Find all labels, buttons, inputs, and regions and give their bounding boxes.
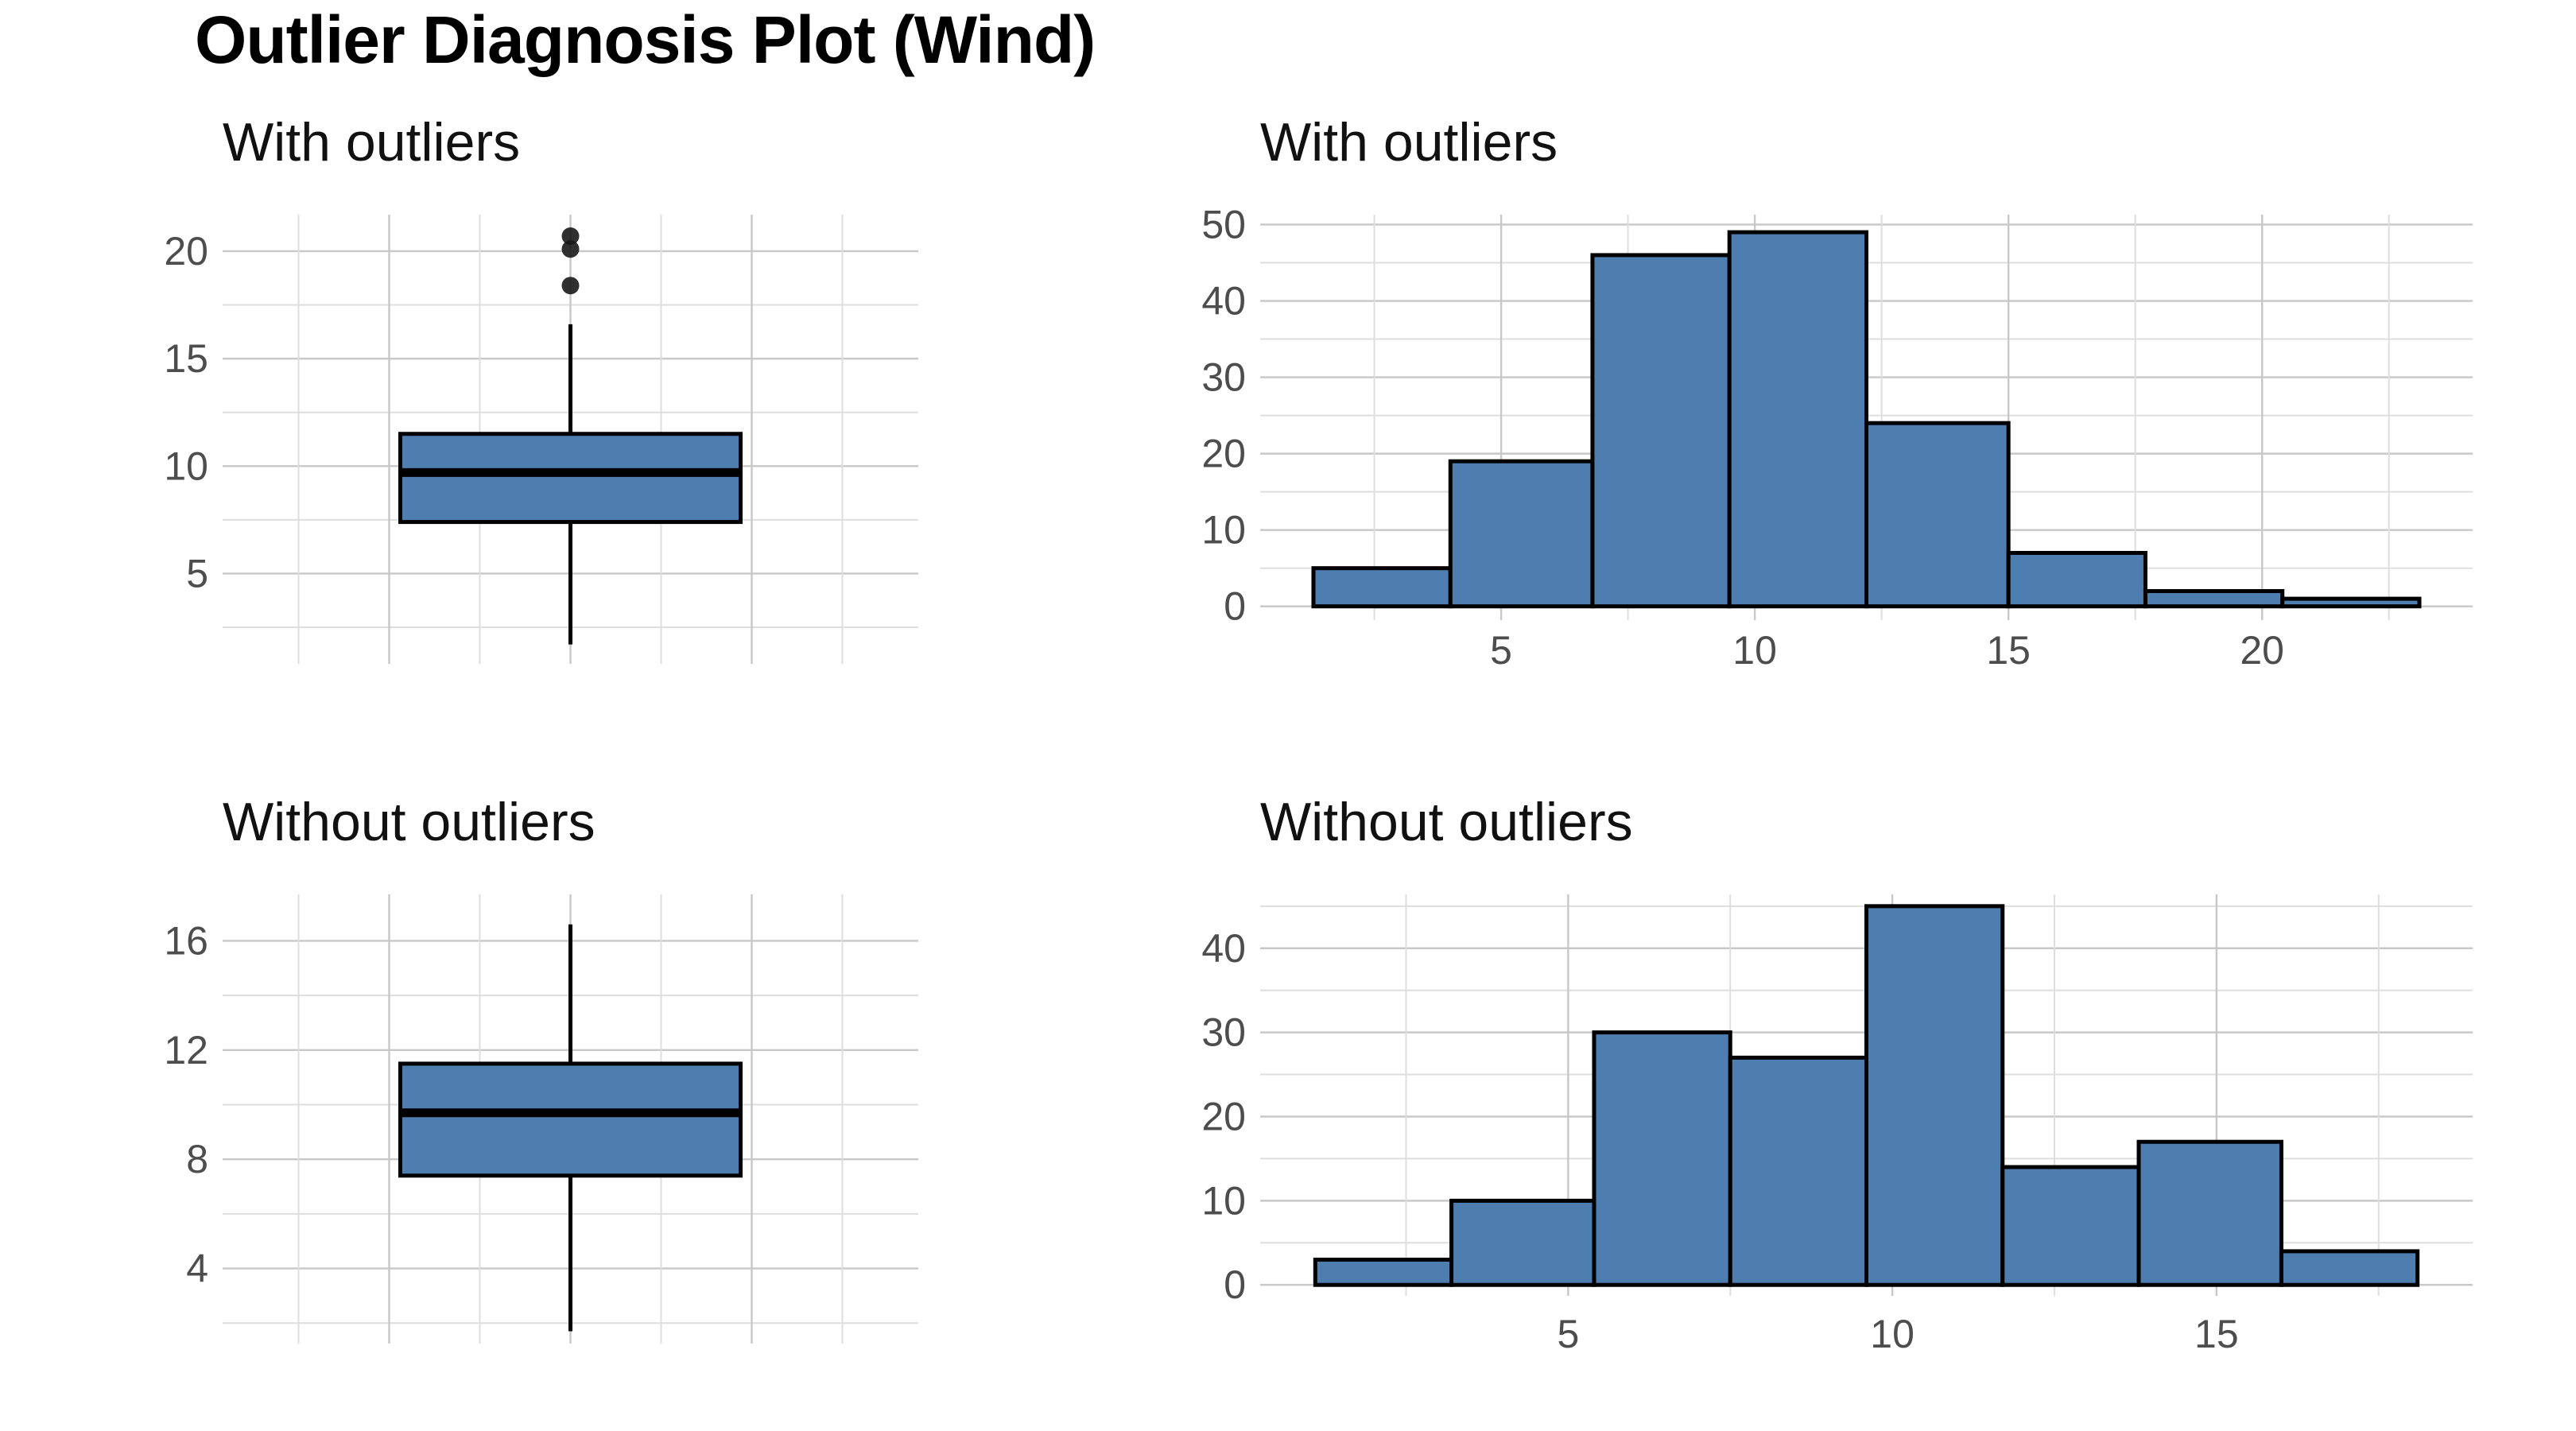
histogram-bar [2136, 1139, 2283, 1287]
y-tick-label: 40 [1201, 279, 1246, 324]
y-tick-label: 15 [164, 336, 208, 381]
boxplot-with-outliers-panel: With outliers 5 10 15 20 [164, 112, 918, 664]
histogram-bar [1727, 230, 1869, 609]
histogram-bar [2000, 1165, 2141, 1287]
y-tick-label: 20 [164, 229, 208, 273]
outlier-point [561, 227, 580, 246]
panel-subtitle: Without outliers [223, 792, 596, 852]
panel-subtitle: With outliers [1260, 112, 1558, 173]
y-tick-label: 16 [164, 918, 208, 963]
histogram-bar [2279, 1249, 2420, 1287]
panel-subtitle: Without outliers [1260, 792, 1633, 852]
histogram-without-outliers-panel: Without outliers 0 10 20 30 40 5 10 15 [1201, 792, 2473, 1356]
x-tick-label: 20 [2240, 628, 2284, 673]
x-tick-label: 15 [1986, 628, 2031, 673]
y-tick-label: 50 [1201, 202, 1246, 246]
panel-subtitle: With outliers [223, 112, 520, 173]
x-tick-label: 10 [1870, 1312, 1915, 1356]
y-tick-label: 5 [186, 551, 208, 595]
x-tick-label: 15 [2194, 1312, 2239, 1356]
outlier-point [561, 240, 580, 258]
histogram-bar [1590, 253, 1732, 609]
y-tick-label: 0 [1224, 584, 1246, 629]
y-tick-label: 20 [1201, 432, 1246, 476]
x-tick-label: 10 [1732, 628, 1777, 673]
y-tick-label: 8 [186, 1137, 208, 1181]
x-tick-label: 5 [1557, 1312, 1579, 1356]
y-tick-label: 0 [1224, 1262, 1246, 1307]
y-tick-label: 10 [1201, 508, 1246, 553]
histogram-bar [1728, 1055, 1869, 1287]
figure-title: Outlier Diagnosis Plot (Wind) [195, 2, 1096, 77]
histogram-bar [1864, 421, 2011, 609]
x-tick-label: 5 [1490, 628, 1512, 673]
y-tick-label: 4 [186, 1247, 208, 1291]
histogram-bar [1864, 904, 2005, 1287]
y-tick-label: 40 [1201, 926, 1246, 971]
y-tick-label: 20 [1201, 1094, 1246, 1138]
outlier-point [561, 277, 580, 295]
histogram-bar [1448, 459, 1595, 609]
histogram-with-outliers-panel: With outliers 0 10 20 30 40 50 5 10 15 20 [1201, 112, 2473, 673]
histogram-bar [1592, 1030, 1732, 1287]
histogram-bar [2006, 550, 2147, 609]
histogram-bar [1313, 1257, 1454, 1287]
histogram-bar [1449, 1198, 1596, 1287]
box-iqr [398, 432, 743, 525]
y-tick-label: 12 [164, 1028, 208, 1072]
histogram-bar [2280, 596, 2422, 609]
boxplot-without-outliers-panel: Without outliers 4 8 12 16 [164, 792, 918, 1344]
y-tick-label: 10 [1201, 1178, 1246, 1223]
y-tick-label: 30 [1201, 1010, 1246, 1055]
box-iqr [398, 1061, 743, 1178]
histogram-bar [1311, 566, 1453, 609]
y-tick-label: 30 [1201, 355, 1246, 400]
histogram-bar [2143, 589, 2285, 609]
y-tick-label: 10 [164, 444, 208, 488]
